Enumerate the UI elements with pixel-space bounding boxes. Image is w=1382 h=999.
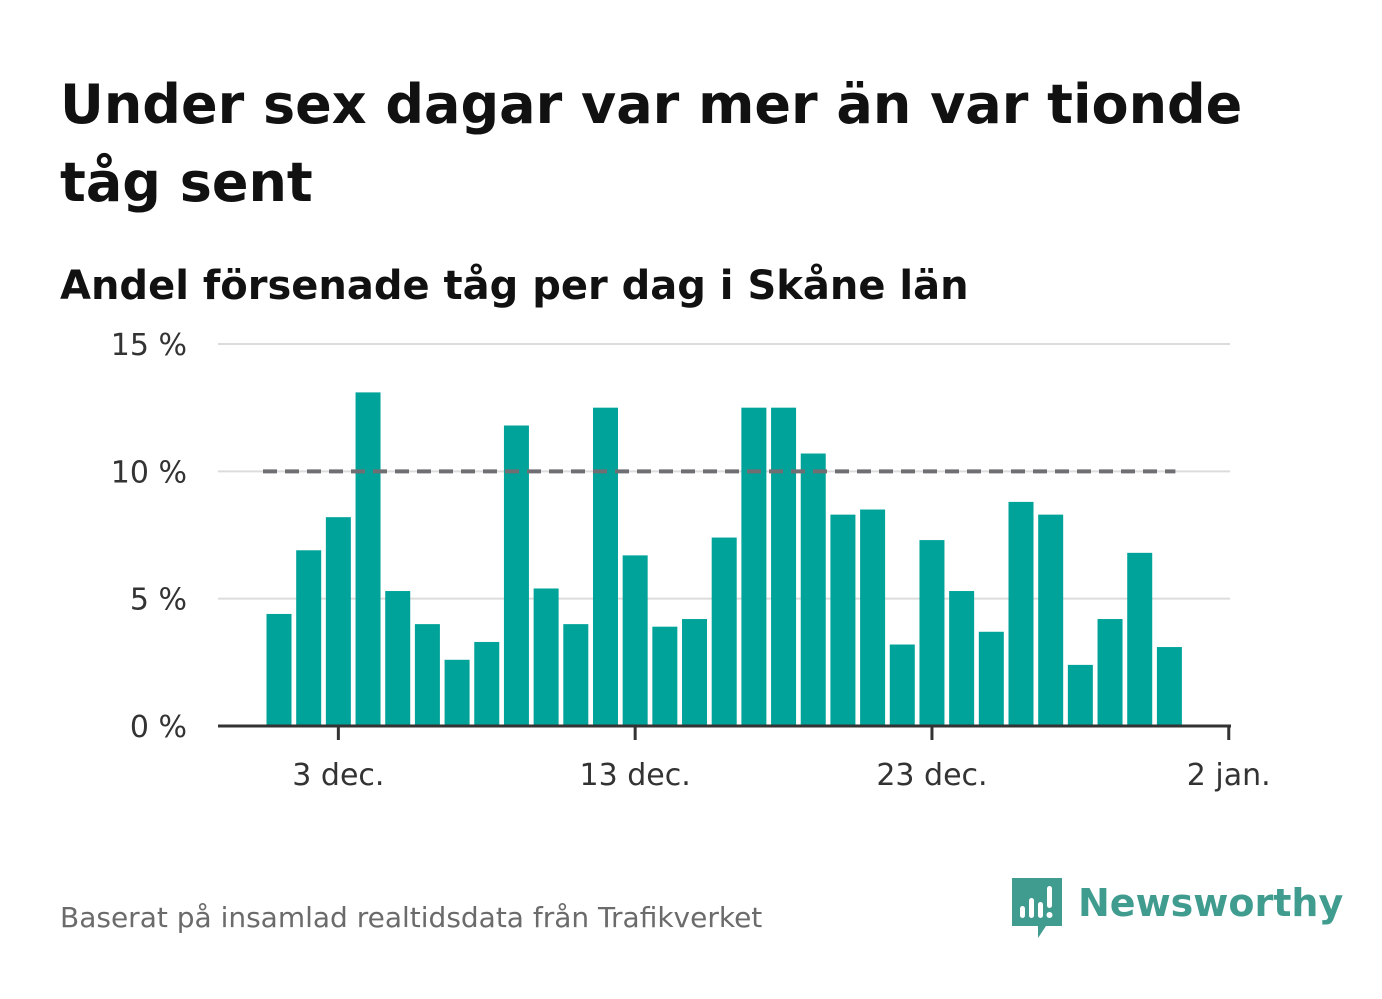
bar bbox=[919, 540, 945, 726]
y-tick-label: 0 % bbox=[130, 710, 187, 745]
bar bbox=[978, 631, 1004, 726]
bar bbox=[563, 624, 589, 726]
bar bbox=[771, 407, 797, 726]
y-tick-label: 5 % bbox=[130, 583, 187, 618]
y-axis-ticks: 0 % 5 % 10 % 15 % bbox=[111, 328, 187, 745]
bar bbox=[414, 624, 440, 726]
chart-subtitle: Andel försenade tåg per dag i Skåne län bbox=[60, 263, 969, 309]
bar bbox=[266, 613, 292, 726]
bar bbox=[503, 425, 529, 726]
bar bbox=[592, 407, 618, 726]
brand-name: Newsworthy bbox=[1078, 881, 1344, 925]
y-tick-label: 10 % bbox=[111, 455, 187, 490]
bar bbox=[385, 591, 411, 726]
x-axis-ticks: 3 dec. 13 dec. 23 dec. 2 jan. bbox=[292, 726, 1271, 793]
bar bbox=[533, 588, 559, 726]
source-note: Baserat på insamlad realtidsdata från Tr… bbox=[60, 901, 763, 934]
x-tick-label: 3 dec. bbox=[292, 758, 384, 793]
x-tick-label: 2 jan. bbox=[1187, 758, 1271, 793]
bar bbox=[889, 644, 915, 726]
bar bbox=[1008, 501, 1034, 726]
x-tick-label: 23 dec. bbox=[876, 758, 987, 793]
bar-chart: 0 % 5 % 10 % 15 % 3 dec. 13 dec. 23 dec. 2 jan… bbox=[111, 328, 1271, 793]
bar bbox=[622, 555, 648, 726]
bar bbox=[800, 453, 826, 726]
bar bbox=[711, 537, 737, 726]
bar bbox=[682, 619, 708, 726]
bar bbox=[741, 407, 767, 726]
bar bbox=[949, 591, 975, 726]
bar bbox=[474, 641, 500, 726]
bar bbox=[296, 550, 322, 726]
bar bbox=[1097, 619, 1123, 726]
bar bbox=[860, 509, 886, 726]
bar bbox=[1127, 552, 1153, 726]
bar bbox=[1067, 664, 1093, 726]
bar bbox=[1038, 514, 1064, 726]
bar bbox=[444, 659, 470, 726]
bar bbox=[830, 514, 856, 726]
bars bbox=[266, 392, 1182, 726]
bar bbox=[1156, 647, 1182, 726]
newsworthy-logo-icon bbox=[1012, 878, 1062, 938]
brand-logo[interactable]: Newsworthy bbox=[1012, 878, 1343, 942]
bar bbox=[355, 392, 381, 726]
x-tick-label: 13 dec. bbox=[580, 758, 691, 793]
y-tick-label: 15 % bbox=[111, 328, 187, 363]
chart-title: Under sex dagar var mer än var tionde tå… bbox=[60, 73, 1243, 214]
bar bbox=[325, 517, 351, 726]
bar bbox=[652, 626, 678, 726]
